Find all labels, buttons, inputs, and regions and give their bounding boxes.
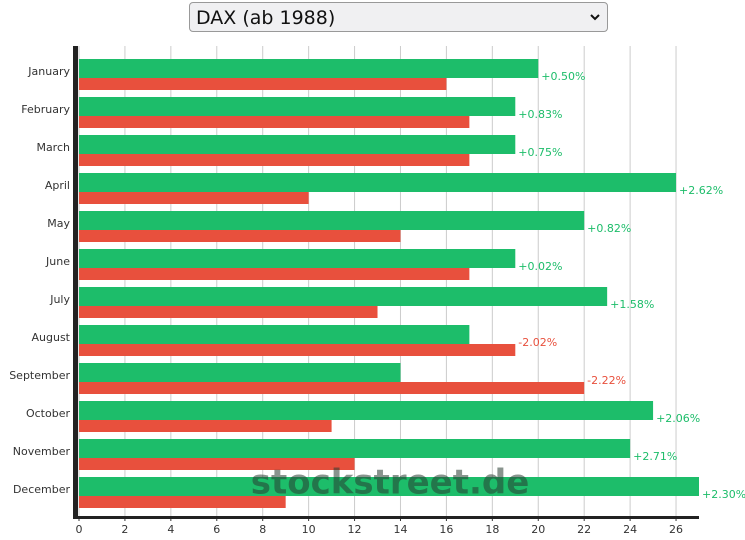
- x-tick-label: 8: [259, 523, 266, 536]
- y-tick-label: March: [36, 141, 70, 154]
- bar: [79, 382, 585, 394]
- change-label: +2.30%: [702, 488, 745, 501]
- bar: [79, 439, 631, 458]
- change-label: +0.75%: [518, 146, 562, 159]
- bar: [79, 78, 447, 90]
- x-axis-line: [73, 516, 699, 519]
- bar: [79, 230, 401, 242]
- bar: [79, 135, 516, 154]
- dropdown-arrow: [590, 14, 600, 21]
- y-axis-line: [73, 46, 78, 519]
- x-tick-label: 6: [213, 523, 220, 536]
- y-tick-label: October: [26, 407, 70, 420]
- y-tick-label: September: [9, 369, 70, 382]
- index-selector[interactable]: DAX (ab 1988): [189, 2, 608, 32]
- bar: [79, 477, 699, 496]
- bar: [79, 306, 378, 318]
- change-label: -2.02%: [518, 336, 557, 349]
- change-label: +2.62%: [679, 184, 723, 197]
- bar: [79, 173, 677, 192]
- y-tick-label: December: [13, 483, 71, 496]
- x-tick-label: 22: [577, 523, 591, 536]
- y-tick-label: February: [21, 103, 70, 116]
- bar: [79, 192, 309, 204]
- watermark: stockstreet.de: [251, 463, 530, 503]
- y-tick-label: May: [47, 217, 70, 230]
- x-tick-label: 12: [348, 523, 362, 536]
- change-label: +1.58%: [610, 298, 654, 311]
- bar: [79, 59, 539, 78]
- change-label: +0.82%: [587, 222, 631, 235]
- x-tick-label: 20: [531, 523, 545, 536]
- x-tick-label: 26: [669, 523, 683, 536]
- bar: [79, 154, 470, 166]
- y-tick-label: November: [13, 445, 71, 458]
- x-tick-label: 10: [302, 523, 316, 536]
- selector-text: DAX (ab 1988): [196, 7, 336, 29]
- bar: [79, 363, 401, 382]
- change-label: -2.22%: [587, 374, 626, 387]
- bar: [79, 344, 516, 356]
- x-tick-label: 18: [485, 523, 499, 536]
- bar: [79, 420, 332, 432]
- x-tick-label: 4: [167, 523, 174, 536]
- bar: [79, 458, 355, 470]
- y-tick-label: June: [45, 255, 70, 268]
- change-label: +2.06%: [656, 412, 700, 425]
- change-label: +2.71%: [633, 450, 677, 463]
- change-label: +0.83%: [518, 108, 562, 121]
- y-tick-label: January: [27, 65, 70, 78]
- bar: [79, 325, 470, 344]
- x-tick-label: 2: [121, 523, 128, 536]
- bar: [79, 249, 516, 268]
- bar: [79, 287, 608, 306]
- x-tick-label: 14: [393, 523, 407, 536]
- bar: [79, 116, 470, 128]
- x-tick-label: 16: [439, 523, 453, 536]
- bar: [79, 97, 516, 116]
- bar: [79, 401, 654, 420]
- change-label: +0.50%: [541, 70, 585, 83]
- bar: [79, 268, 470, 280]
- x-tick-label: 0: [76, 523, 83, 536]
- change-label: +0.02%: [518, 260, 562, 273]
- y-tick-label: April: [45, 179, 70, 192]
- y-tick-label: July: [49, 293, 70, 306]
- bar: [79, 496, 286, 508]
- y-tick-label: August: [32, 331, 71, 344]
- bar: [79, 211, 585, 230]
- x-tick-label: 24: [623, 523, 637, 536]
